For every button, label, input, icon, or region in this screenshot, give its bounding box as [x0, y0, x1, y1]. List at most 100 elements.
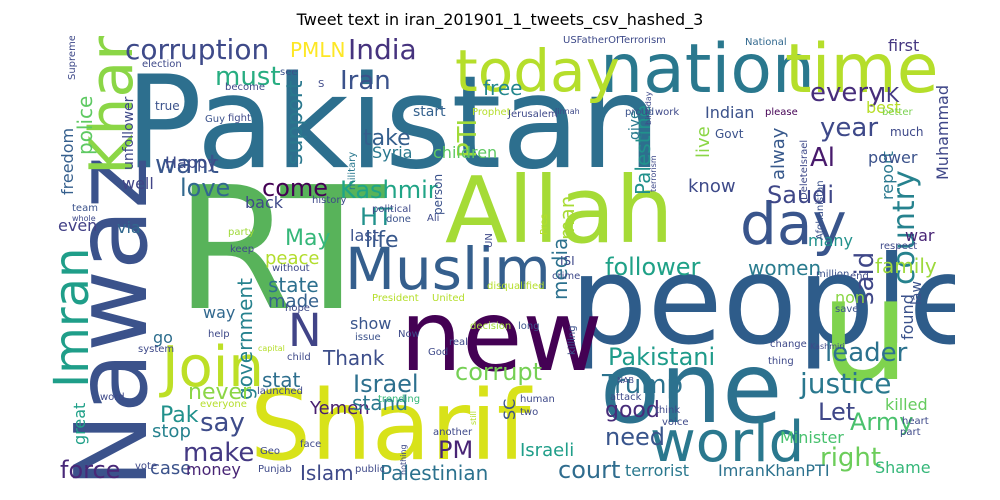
word-issue: issue [355, 332, 381, 343]
word-show: show [350, 314, 392, 333]
word-election: election [142, 59, 182, 70]
word-crime: crime [552, 271, 581, 282]
word-support: support [283, 80, 308, 165]
word-stop: stop [152, 421, 191, 442]
word-without: without [272, 263, 310, 274]
word-even: even [58, 216, 98, 235]
word-pres: Pres [539, 213, 550, 235]
word-year: year [820, 113, 879, 143]
word-done: done [386, 214, 411, 225]
word-children: children [433, 143, 498, 162]
word-make: make [183, 438, 255, 468]
word-media: media [548, 237, 572, 300]
word-great: great [70, 402, 89, 445]
word-islam: Islam [300, 461, 354, 485]
word-president: President [372, 293, 419, 304]
word-isi: ISI [560, 254, 575, 268]
word-rt: RT [175, 151, 385, 349]
word-work: work [655, 107, 680, 118]
word-new: new [400, 280, 603, 394]
word-may: May [285, 226, 331, 251]
word-indian: Indian [705, 103, 755, 122]
word-pakistani: Pakistani [608, 343, 716, 371]
word-terrorist: terrorist [625, 461, 690, 480]
word-alway: alway [768, 127, 789, 180]
word-another: another [433, 427, 473, 438]
word-iran: Iran [340, 66, 391, 96]
word-pak: Pak [160, 403, 199, 428]
word-best: best [866, 98, 901, 117]
word-now: Now [398, 329, 420, 340]
word-end: end [850, 271, 869, 282]
word-law: law [909, 281, 925, 305]
word-please: please [765, 107, 798, 118]
word-peace: peace [265, 248, 320, 269]
word-respect: respect [880, 241, 918, 252]
word-free: free [483, 76, 523, 100]
word-attack: attack [610, 392, 642, 403]
word-first: first [888, 36, 920, 55]
word-sc: SC [500, 398, 519, 420]
word-live: live [693, 126, 714, 158]
word-jinnah: Jinnah [555, 107, 580, 116]
word-person: person [431, 173, 445, 215]
word-know: know [688, 176, 736, 197]
word-think: think [655, 405, 681, 416]
word-force: force [60, 456, 121, 484]
word-follower: follower [605, 253, 701, 281]
word-long: long [518, 321, 540, 332]
word-supreme: Supreme [67, 36, 78, 80]
word-history: history [312, 195, 347, 206]
word-better: better [882, 107, 913, 118]
word-help: help [208, 329, 230, 340]
word-well: well [122, 174, 154, 193]
word-freedom: freedom [58, 127, 77, 195]
word-govt: Govt [715, 127, 744, 141]
word-allah: Allah [445, 157, 674, 264]
word-whole: whole [72, 214, 96, 223]
word-come: come [262, 174, 329, 202]
word-go: go [153, 328, 173, 347]
word-kashmiri: Kashmiri [810, 342, 845, 351]
word-minister: Minister [780, 428, 844, 447]
word-child: child [287, 352, 311, 363]
word-one: one [600, 332, 783, 446]
word-army: Army [850, 408, 914, 436]
word-saudi: Saudi [767, 181, 835, 209]
word-world: world [650, 410, 805, 475]
word-prophet: Prophet [472, 107, 511, 118]
word-keep: keep [230, 244, 255, 255]
word-word: word [100, 392, 125, 403]
word-join: Join [162, 335, 264, 400]
word-stand: stand [352, 391, 408, 415]
word-party: party [228, 227, 255, 238]
word-say: say [200, 408, 245, 438]
word-true: true [155, 99, 180, 113]
word-deleteisrael: DeleteIsrael [799, 139, 810, 200]
word-killing: killing [567, 325, 578, 355]
word-n: N [288, 304, 322, 357]
word-heart: heart [902, 416, 929, 427]
word-s: S [318, 79, 325, 90]
word-take: take [363, 126, 411, 151]
word-let: Let [818, 398, 856, 426]
word-military: military [347, 151, 358, 190]
word-yemen: Yemen [310, 398, 370, 419]
word-good: good [605, 398, 660, 423]
word-become: become [225, 82, 266, 93]
word-afghanistan: Afghanistan [815, 180, 826, 240]
word-police: police [73, 95, 97, 155]
word-power: power [868, 148, 918, 167]
word-shame: Shame [875, 458, 931, 477]
word-muhammad: Muhammad [933, 84, 952, 180]
word-see: see [280, 67, 298, 78]
word-much: much [890, 125, 924, 139]
word-via: via [117, 218, 141, 237]
word-capital: capital [258, 344, 285, 353]
word-million: million [816, 269, 850, 280]
word-want: want [155, 150, 219, 180]
word-nothing: nothing [399, 444, 408, 475]
word-sharif: Sharif [250, 370, 531, 482]
word-ht: HT [360, 203, 393, 231]
word-pmln: PMLN [290, 38, 346, 62]
